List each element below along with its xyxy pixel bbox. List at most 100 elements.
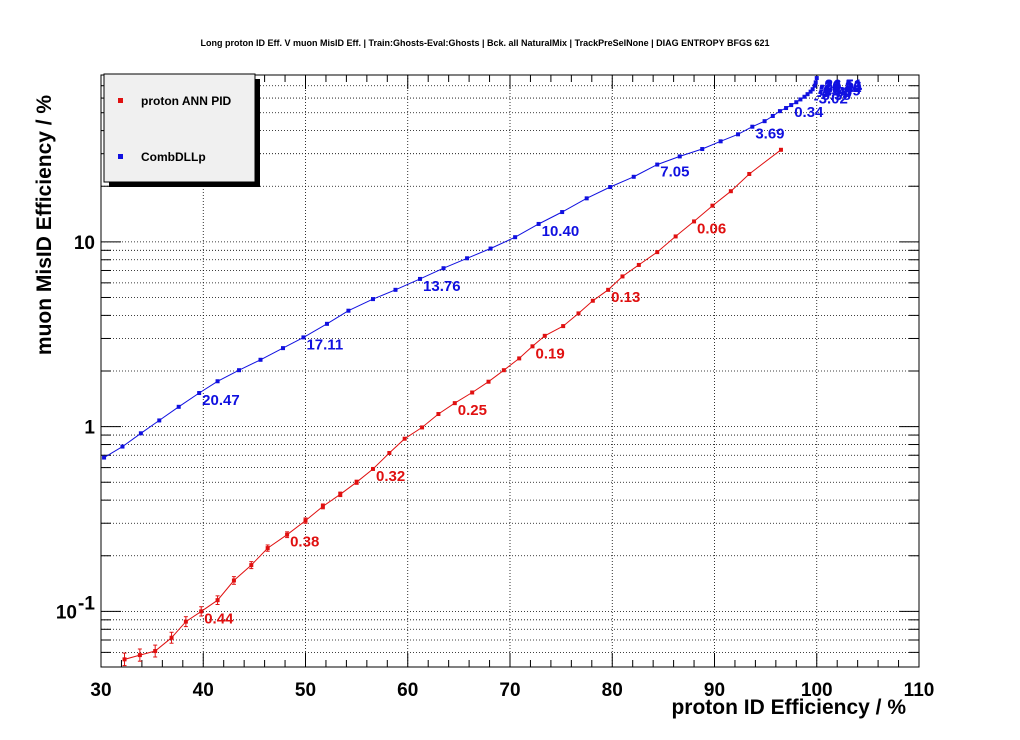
data-point bbox=[606, 287, 611, 292]
data-point bbox=[346, 308, 351, 313]
x-tick-label: 110 bbox=[904, 680, 935, 701]
x-tick-label: 70 bbox=[499, 680, 520, 701]
data-point bbox=[441, 266, 446, 271]
cut-value-label: 13.76 bbox=[423, 278, 461, 295]
data-point bbox=[370, 466, 375, 471]
series-line-proton-ann-pid bbox=[124, 149, 782, 660]
cut-value-label: 0.34 bbox=[794, 104, 824, 121]
data-point bbox=[814, 76, 819, 81]
data-point bbox=[285, 532, 290, 537]
x-tick-label: 80 bbox=[602, 680, 623, 701]
data-point bbox=[465, 256, 470, 261]
x-axis-title: proton ID Efficiency / % bbox=[671, 696, 906, 719]
data-point bbox=[215, 379, 220, 384]
data-point bbox=[452, 401, 457, 406]
data-point bbox=[215, 598, 220, 603]
legend-marker-combdllp bbox=[118, 154, 123, 159]
data-point bbox=[798, 97, 803, 102]
series-combdllp bbox=[102, 76, 819, 460]
data-point bbox=[301, 335, 306, 340]
cut-value-label: -36.51 bbox=[820, 77, 863, 94]
x-tick-label: 50 bbox=[295, 680, 316, 701]
data-point bbox=[673, 234, 678, 239]
cut-value-label: 7.05 bbox=[660, 164, 689, 181]
data-point bbox=[501, 368, 506, 373]
data-point bbox=[812, 83, 817, 88]
data-point bbox=[576, 311, 581, 316]
cut-value-label: -3.02 bbox=[814, 91, 848, 108]
data-point bbox=[393, 287, 398, 292]
series-layer bbox=[102, 76, 819, 667]
x-tick-label: 40 bbox=[193, 680, 214, 701]
cut-value-label: -16.44 bbox=[819, 81, 862, 98]
data-point bbox=[387, 450, 392, 455]
data-point bbox=[808, 89, 813, 94]
data-point bbox=[700, 147, 705, 152]
data-point bbox=[805, 92, 810, 97]
cut-value-label: 10.40 bbox=[542, 223, 580, 240]
x-tick-labels: 30 40 50 60 70 80 90 100 110 bbox=[90, 680, 934, 701]
data-point bbox=[655, 250, 660, 255]
data-point bbox=[183, 619, 188, 624]
cut-value-label: 0.06 bbox=[697, 220, 726, 237]
data-point bbox=[169, 635, 174, 640]
data-point bbox=[777, 109, 782, 114]
data-point bbox=[281, 346, 286, 351]
data-point bbox=[138, 431, 143, 436]
data-point bbox=[718, 139, 723, 144]
data-point bbox=[488, 246, 493, 251]
data-point bbox=[176, 404, 181, 409]
data-point bbox=[608, 185, 613, 190]
y-tick-label: 10 bbox=[56, 602, 77, 623]
data-point bbox=[560, 210, 565, 215]
data-point bbox=[231, 578, 236, 583]
cut-value-label: 17.11 bbox=[306, 336, 343, 353]
data-point bbox=[486, 379, 491, 384]
data-point bbox=[303, 518, 308, 523]
cut-value-label: 0.13 bbox=[611, 289, 640, 306]
data-point bbox=[258, 357, 263, 362]
data-point bbox=[324, 321, 329, 326]
data-point bbox=[747, 171, 752, 176]
cut-value-label: -13.09 bbox=[818, 82, 861, 99]
data-point bbox=[584, 196, 589, 201]
data-point bbox=[120, 444, 125, 449]
data-point bbox=[249, 563, 254, 568]
legend-box bbox=[103, 73, 256, 183]
y-tick-exponent: -1 bbox=[78, 593, 95, 614]
data-point bbox=[517, 356, 522, 361]
data-point bbox=[561, 324, 566, 329]
data-point bbox=[655, 162, 660, 167]
data-point bbox=[789, 103, 794, 108]
data-point bbox=[677, 154, 682, 159]
data-point bbox=[513, 235, 518, 240]
data-point bbox=[436, 412, 441, 417]
data-point bbox=[338, 492, 343, 497]
cut-value-label: 3.69 bbox=[755, 126, 784, 143]
legend-marker-proton-ann-pid bbox=[118, 98, 123, 103]
cut-value-label: 20.47 bbox=[202, 392, 240, 409]
legend-label-combdllp: CombDLLp bbox=[141, 150, 206, 164]
data-point bbox=[620, 274, 625, 279]
data-point bbox=[137, 653, 142, 658]
x-tick-label: 90 bbox=[704, 680, 725, 701]
data-point bbox=[237, 368, 242, 373]
x-tick-label: 60 bbox=[397, 680, 418, 701]
data-point bbox=[530, 344, 535, 349]
data-point bbox=[402, 436, 407, 441]
cut-value-label: 0.19 bbox=[535, 345, 564, 362]
y-axis-title: muon MisID Efficiency / % bbox=[33, 95, 56, 356]
data-point bbox=[750, 124, 755, 129]
data-point bbox=[770, 113, 775, 118]
data-point bbox=[802, 94, 807, 99]
data-point bbox=[636, 262, 641, 267]
data-point bbox=[102, 455, 107, 460]
cut-value-label: 0.25 bbox=[458, 402, 487, 419]
data-point bbox=[157, 418, 162, 423]
data-point bbox=[778, 147, 783, 152]
y-tick-label: 1 bbox=[84, 418, 95, 439]
data-point bbox=[728, 189, 733, 194]
cut-labels: 0.44 0.38 0.32 0.25 0.19 0.13 0.06 20.47 17.11 13… bbox=[202, 77, 862, 628]
data-point bbox=[470, 390, 475, 395]
data-point bbox=[810, 87, 815, 92]
